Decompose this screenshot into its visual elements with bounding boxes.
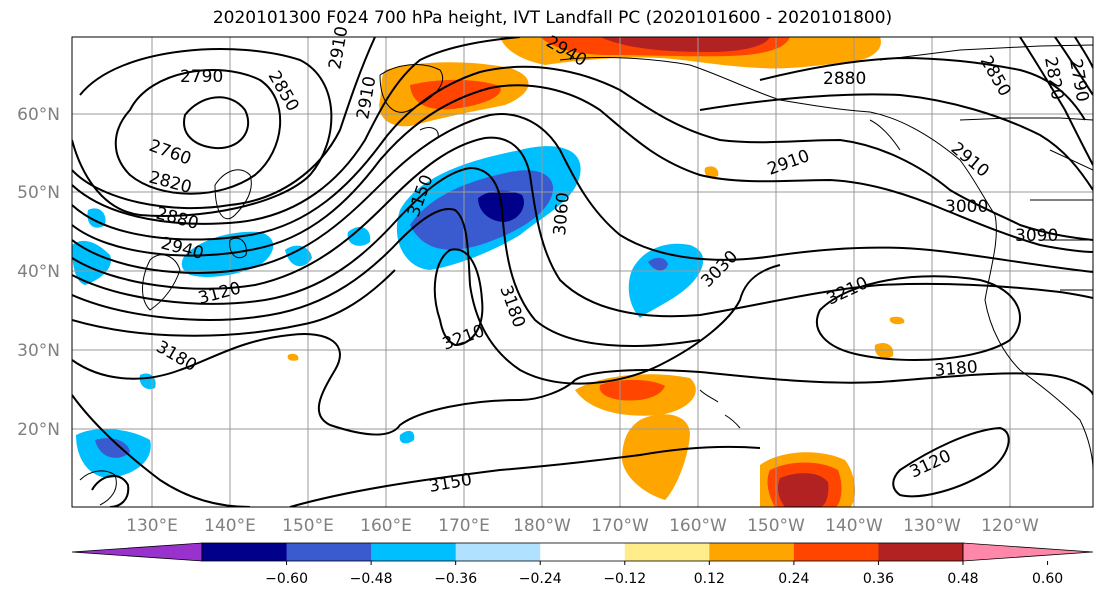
colorbar-extend-high — [962, 542, 1094, 562]
colorbar-box — [455, 543, 541, 561]
coastlines — [79, 44, 1093, 506]
colorbar-tick-label: 0.36 — [863, 571, 894, 587]
lon-label-140e: 140°E — [204, 516, 256, 536]
colorbar-box — [286, 543, 372, 561]
ivt-positive-regions — [287, 37, 905, 507]
lon-label-160e: 160°E — [360, 516, 412, 536]
map-title: 2020101300 F024 700 hPa height, IVT Land… — [212, 8, 893, 28]
colorbar: −0.60 −0.48 −0.36 −0.24 −0.12 0.12 0.24 0.36 0.4… — [71, 542, 1094, 587]
colorbar-tick-label: 0.24 — [778, 571, 809, 587]
colorbar-box — [624, 543, 710, 561]
longitude-labels: 130°E 140°E 150°E 160°E 170°E 180°W 170°… — [126, 516, 1039, 536]
lon-label-150e: 150°E — [282, 516, 334, 536]
plot-border — [71, 36, 1094, 508]
colorbar-tick-label: 0.48 — [947, 571, 978, 587]
lat-label-30n: 30°N — [17, 341, 60, 361]
colorbar-tick-label: −0.36 — [434, 571, 477, 587]
contour-label: 3000 — [945, 197, 988, 217]
lon-label-170w: 170°W — [591, 516, 649, 536]
colorbar-box — [371, 543, 457, 561]
colorbar-box — [540, 543, 626, 561]
colorbar-tick-label: −0.60 — [265, 571, 308, 587]
colorbar-tick-label: −0.48 — [350, 571, 393, 587]
colorbar-border — [201, 542, 964, 562]
lat-label-20n: 20°N — [17, 420, 60, 440]
contour-label: 3180 — [934, 357, 979, 381]
colorbar-tick-label: 0.60 — [1032, 571, 1063, 587]
lon-label-120w: 120°W — [981, 516, 1039, 536]
lon-label-160w: 160°W — [669, 516, 727, 536]
lon-label-180w: 180°W — [513, 516, 571, 536]
lon-label-130w: 130°W — [903, 516, 961, 536]
colorbar-tick-label: 0.12 — [694, 571, 725, 587]
latitude-labels: 60°N 50°N 40°N 30°N 20°N — [17, 105, 60, 440]
contour-label: 2880 — [823, 69, 866, 89]
lon-label-130e: 130°E — [126, 516, 178, 536]
lat-label-40n: 40°N — [17, 262, 60, 282]
colorbar-box — [202, 543, 288, 561]
contour-label: 2790 — [180, 67, 223, 87]
ivt-negative-regions — [72, 146, 704, 478]
colorbar-extend-low — [71, 542, 203, 562]
lon-label-140w: 140°W — [825, 516, 883, 536]
lon-label-150w: 150°W — [747, 516, 805, 536]
height-contours — [72, 37, 1093, 507]
contour-label: 3090 — [1015, 226, 1058, 246]
colorbar-box — [878, 543, 964, 561]
colorbar-tick-label: −0.24 — [519, 571, 562, 587]
colorbar-box — [709, 543, 795, 561]
lon-label-170e: 170°E — [438, 516, 490, 536]
colorbar-box — [793, 543, 879, 561]
lat-label-50n: 50°N — [17, 183, 60, 203]
contour-label: 3060 — [550, 192, 574, 237]
lat-label-60n: 60°N — [17, 105, 60, 125]
colorbar-tick-label: −0.12 — [603, 571, 646, 587]
